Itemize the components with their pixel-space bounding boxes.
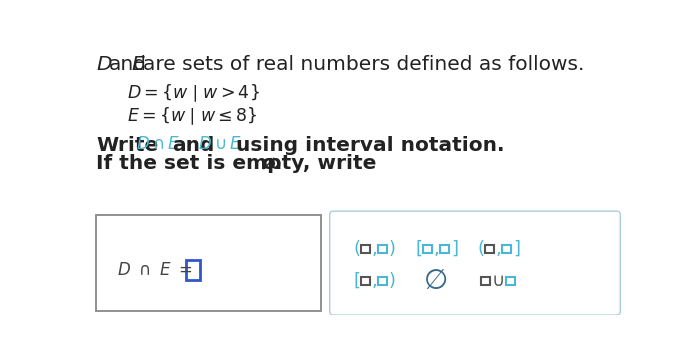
Text: $E=\{w\mid w\leq 8\}$: $E=\{w\mid w\leq 8\}$: [128, 105, 258, 127]
Bar: [378, 277, 387, 285]
Text: Write: Write: [96, 136, 159, 155]
Bar: [502, 245, 511, 253]
Bar: [485, 245, 493, 253]
Text: and: and: [172, 136, 215, 155]
Bar: [481, 277, 490, 285]
Bar: [361, 245, 369, 253]
Text: If the set is empty, write: If the set is empty, write: [96, 154, 377, 173]
Bar: [186, 259, 200, 280]
Text: ,: ,: [372, 272, 378, 290]
Text: $D$: $D$: [96, 55, 113, 74]
Text: $E$: $E$: [131, 55, 146, 74]
Bar: [423, 245, 431, 253]
Bar: [361, 277, 369, 285]
Text: $D=\{w\mid w>4\}$: $D=\{w\mid w>4\}$: [128, 82, 260, 104]
Text: using interval notation.: using interval notation.: [236, 136, 505, 155]
Text: ,: ,: [372, 240, 378, 258]
Text: ]: ]: [451, 240, 458, 258]
Text: ): ): [389, 272, 396, 290]
Text: (: (: [353, 240, 360, 258]
FancyBboxPatch shape: [330, 211, 620, 315]
Text: $D\cup E$: $D\cup E$: [198, 136, 242, 153]
Bar: [506, 277, 514, 285]
Text: $D\cap E$: $D\cap E$: [136, 136, 180, 153]
Text: ∪: ∪: [491, 272, 505, 290]
Bar: [440, 245, 449, 253]
Text: and: and: [109, 55, 147, 74]
Text: ∅: ∅: [424, 267, 448, 295]
Text: $D\ \cap\ E\ =$: $D\ \cap\ E\ =$: [116, 262, 192, 279]
Text: ø.: ø.: [261, 154, 283, 173]
Bar: [96, 215, 321, 311]
Text: ]: ]: [513, 240, 520, 258]
Text: ): ): [389, 240, 396, 258]
Bar: [378, 245, 387, 253]
Text: [: [: [353, 272, 360, 290]
Text: [: [: [415, 240, 422, 258]
Text: ,: ,: [434, 240, 440, 258]
Text: (: (: [477, 240, 484, 258]
Text: ,: ,: [496, 240, 502, 258]
Text: are sets of real numbers defined as follows.: are sets of real numbers defined as foll…: [143, 55, 584, 74]
